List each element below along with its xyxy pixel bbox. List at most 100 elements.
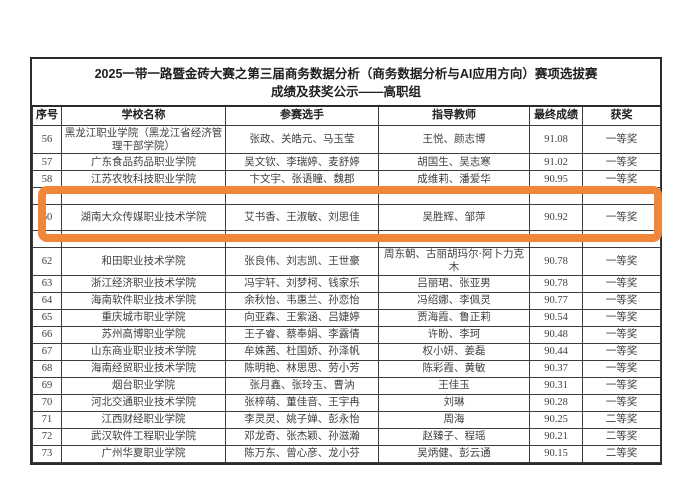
instructors-cell: 刘琳 — [378, 393, 530, 412]
instructors-cell: 王佳玉 — [378, 376, 530, 395]
score-cell: 91.02 — [529, 153, 583, 172]
score-cell: 90.21 — [529, 427, 583, 446]
table-body: 56 黑龙江职业学院（黑龙江省经济管理干部学院） 张政、关皓元、马玉莹 王悦、颜… — [32, 125, 661, 463]
instructors-cell: 许盼、李珂 — [378, 325, 530, 344]
seq-cell: 70 — [32, 393, 62, 412]
table-row: 67 山东商业职业技术学院 牟姝茜、杜国娇、孙泽帆 权小妍、姜磊 90.44 一… — [32, 342, 661, 361]
seq-cell: 65 — [32, 308, 62, 327]
score-cell: 90.54 — [529, 308, 583, 327]
seq-cell: 56 — [32, 125, 62, 155]
award-cell: 一等奖 — [582, 376, 661, 395]
school-cell — [61, 187, 226, 206]
award-cell: 一等奖 — [582, 393, 661, 412]
seq-cell: 57 — [32, 153, 62, 172]
instructors-cell — [378, 187, 530, 206]
score-cell — [529, 187, 583, 206]
score-cell: 90.78 — [529, 247, 583, 276]
title-line-2: 成绩及获奖公示——高职组 — [270, 85, 421, 100]
seq-cell: 68 — [32, 359, 62, 378]
header-award: 获奖 — [582, 105, 661, 127]
table-row: 70 河北交通职业技术学院 张梓萌、董佳音、王宇冉 刘琳 90.28 一等奖 — [32, 393, 661, 412]
seq-cell: 73 — [32, 444, 62, 463]
school-cell — [61, 230, 226, 249]
award-cell: 一等奖 — [582, 274, 661, 293]
award-cell: 一等奖 — [582, 325, 661, 344]
instructors-cell: 赵臻子、程瑶 — [378, 427, 530, 446]
participants-cell: 李灵灵、姚子婵、彭永怡 — [225, 410, 379, 429]
seq-cell: 66 — [32, 325, 62, 344]
score-cell: 90.78 — [529, 274, 583, 293]
school-cell: 河北交通职业技术学院 — [61, 393, 226, 412]
school-cell: 黑龙江职业学院（黑龙江省经济管理干部学院） — [61, 125, 226, 155]
award-cell: 一等奖 — [582, 291, 661, 310]
seq-cell: 71 — [32, 410, 62, 429]
award-cell — [582, 230, 661, 249]
table-row: 63 浙江经济职业技术学院 冯宇轩、刘梦柯、钱家乐 吕丽珺、张亚男 90.78 … — [32, 274, 661, 293]
header-instructors: 指导教师 — [378, 105, 530, 127]
participants-cell: 余秋怡、韦惠兰、孙恋怡 — [225, 291, 379, 310]
school-cell: 广东食品药品职业学院 — [61, 153, 226, 172]
participants-cell: 牟姝茜、杜国娇、孙泽帆 — [225, 342, 379, 361]
instructors-cell: 冯绍娜、李佩灵 — [378, 291, 530, 310]
header-school: 学校名称 — [61, 105, 226, 127]
table-row-highlighted: 60 湖南大众传媒职业技术学院 艾书香、王淑敏、刘思佳 吴胜辉、邹萍 90.92… — [32, 204, 661, 232]
seq-cell: 60 — [32, 204, 62, 232]
participants-cell: 张月鑫、张玲玉、曹汭 — [225, 376, 379, 395]
table-row: 66 苏州高博职业学院 王子睿、蔡奉娟、李露倩 许盼、李珂 90.48 一等奖 — [32, 325, 661, 344]
instructors-cell: 陈彩霞、黄敏 — [378, 359, 530, 378]
school-cell: 苏州高博职业学院 — [61, 325, 226, 344]
school-cell: 广州华夏职业学院 — [61, 444, 226, 463]
participants-cell — [225, 230, 379, 249]
school-cell: 湖南大众传媒职业技术学院 — [61, 204, 226, 232]
instructors-cell: 成维莉、潘爱华 — [378, 170, 530, 189]
participants-cell: 张政、关皓元、马玉莹 — [225, 125, 379, 155]
school-cell: 武汉软件工程职业学院 — [61, 427, 226, 446]
participants-cell: 冯宇轩、刘梦柯、钱家乐 — [225, 274, 379, 293]
seq-cell: 62 — [32, 247, 62, 276]
award-cell: 一等奖 — [582, 153, 661, 172]
school-cell: 江西财经职业学院 — [61, 410, 226, 429]
score-cell: 91.08 — [529, 125, 583, 155]
table-header: 序号 学校名称 参赛选手 指导教师 最终成绩 获奖 — [32, 105, 661, 127]
school-cell: 烟台职业学院 — [61, 376, 226, 395]
participants-cell: 陈明艳、林思思、劳小芳 — [225, 359, 379, 378]
instructors-cell: 胡国生、吴志寒 — [378, 153, 530, 172]
instructors-cell: 周东朝、古丽胡玛尔·阿卜力克木 — [378, 247, 530, 276]
document-frame: 2025一带一路暨金砖大赛之第三届商务数据分析（商务数据分析与AI应用方向）赛项… — [30, 57, 662, 465]
score-cell: 90.48 — [529, 325, 583, 344]
score-cell — [529, 230, 583, 249]
instructors-cell: 吴炳健、彭云通 — [378, 444, 530, 463]
seq-cell: 67 — [32, 342, 62, 361]
instructors-cell: 权小妍、姜磊 — [378, 342, 530, 361]
document-title: 2025一带一路暨金砖大赛之第三届商务数据分析（商务数据分析与AI应用方向）赛项… — [32, 59, 660, 105]
table-row: 71 江西财经职业学院 李灵灵、姚子婵、彭永怡 周海 90.25 二等奖 — [32, 410, 661, 429]
participants-cell: 吴文钦、李瑞婷、麦舒婷 — [225, 153, 379, 172]
score-cell: 90.25 — [529, 410, 583, 429]
table-row: 72 武汉软件工程职业学院 邓龙奇、张杰颖、孙滋瀚 赵臻子、程瑶 90.21 二… — [32, 427, 661, 446]
table-row-obscured — [32, 230, 661, 249]
award-cell: 一等奖 — [582, 125, 661, 155]
award-cell: 二等奖 — [582, 427, 661, 446]
award-cell: 一等奖 — [582, 170, 661, 189]
score-cell: 90.92 — [529, 204, 583, 232]
seq-cell: 63 — [32, 274, 62, 293]
table-row: 64 海南软件职业技术学院 余秋怡、韦惠兰、孙恋怡 冯绍娜、李佩灵 90.77 … — [32, 291, 661, 310]
seq-cell: 64 — [32, 291, 62, 310]
table-row: 69 烟台职业学院 张月鑫、张玲玉、曹汭 王佳玉 90.31 一等奖 — [32, 376, 661, 395]
school-cell: 江苏农牧科技职业学院 — [61, 170, 226, 189]
instructors-cell: 王悦、颜志博 — [378, 125, 530, 155]
school-cell: 重庆城市职业学院 — [61, 308, 226, 327]
seq-cell: 58 — [32, 170, 62, 189]
award-cell — [582, 187, 661, 206]
school-cell: 浙江经济职业技术学院 — [61, 274, 226, 293]
award-cell: 一等奖 — [582, 247, 661, 276]
award-cell: 一等奖 — [582, 359, 661, 378]
instructors-cell: 周海 — [378, 410, 530, 429]
seq-cell: 69 — [32, 376, 62, 395]
participants-cell: 邓龙奇、张杰颖、孙滋瀚 — [225, 427, 379, 446]
award-cell: 一等奖 — [582, 342, 661, 361]
header-score: 最终成绩 — [529, 105, 583, 127]
seq-cell — [32, 187, 62, 206]
instructors-cell: 吕丽珺、张亚男 — [378, 274, 530, 293]
header-seq: 序号 — [32, 105, 62, 127]
